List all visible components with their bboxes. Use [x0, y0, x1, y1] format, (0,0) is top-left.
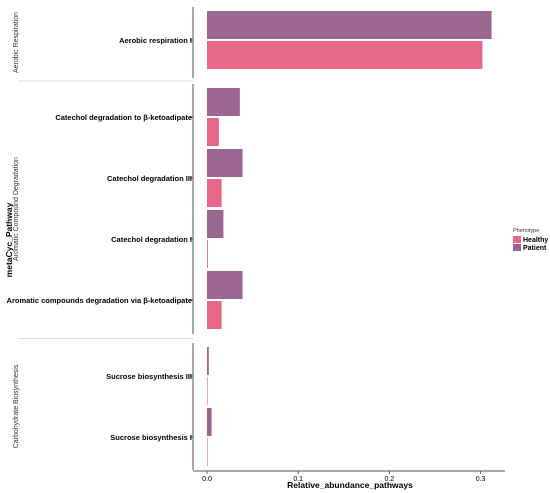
category-label: Sucrose biosynthesis III — [106, 372, 192, 381]
category-label: Aromatic compounds degradation via β-ket… — [7, 296, 192, 305]
facet-labels: Aerobic Respiration Aromatic Compound Deg… — [13, 12, 20, 448]
bar-healthy-catechol-degradation-i — [207, 240, 208, 268]
bar-healthy-catechol-degradation-to-ketoadipate — [207, 118, 219, 146]
legend-title: Phenotype — [513, 228, 539, 234]
legend-label-healthy: Healthy — [523, 237, 548, 244]
y-axis-title: metaCyc_Pathway — [4, 202, 14, 277]
facet-label: Aerobic Respiration — [13, 12, 20, 73]
bar-healthy-sucrose-biosynthesis-i — [207, 438, 208, 466]
category-label: Catechol degradation I — [111, 235, 192, 244]
category-label: Aerobic respiration I — [119, 36, 192, 45]
bar-healthy-catechol-degradation-iii — [207, 179, 222, 207]
legend-swatch-patient — [513, 244, 521, 251]
x-tick-label: 0.2 — [385, 476, 395, 483]
bar-patient-catechol-degradation-i — [207, 210, 224, 238]
bar-patient-aerobic-respiration-i — [207, 11, 492, 39]
axes: 0.0 0.1 0.2 0.3 — [190, 39, 505, 483]
category-label: Catechol degradation to β-ketoadipate — [55, 113, 192, 122]
x-tick-label: 0.1 — [293, 476, 303, 483]
bar-patient-catechol-degradation-iii — [207, 149, 243, 177]
x-axis-title: Relative_abundance_pathways — [287, 480, 413, 490]
bar-patient-sucrose-biosynthesis-iii — [207, 347, 209, 375]
legend-swatch-healthy — [513, 236, 521, 243]
legend-label-patient: Patient — [523, 245, 547, 252]
facet-panels — [18, 7, 194, 470]
facet-label: Aromatic Compound Degradation — [13, 157, 20, 261]
bar-patient-sucrose-biosynthesis-i — [207, 408, 212, 436]
bar-patient-aromatic-compounds-degradation-via-ketoadipate — [207, 271, 243, 299]
bar-healthy-aerobic-respiration-i — [207, 41, 483, 69]
category-label: Sucrose biosynthesis I — [110, 433, 192, 442]
bar-healthy-sucrose-biosynthesis-iii — [207, 377, 208, 405]
bar-healthy-aromatic-compounds-degradation-via-ketoadipate — [207, 301, 222, 329]
x-tick-label: 0.0 — [202, 476, 212, 483]
category-label: Catechol degradation III — [107, 174, 192, 183]
bars — [207, 11, 492, 466]
category-labels: Aerobic respiration I Catechol degradatio… — [7, 36, 192, 442]
bar-patient-catechol-degradation-to-ketoadipate — [207, 88, 240, 116]
x-tick-label: 0.3 — [476, 476, 486, 483]
facet-label: Carbohydrate Biosynthesis — [13, 364, 20, 448]
